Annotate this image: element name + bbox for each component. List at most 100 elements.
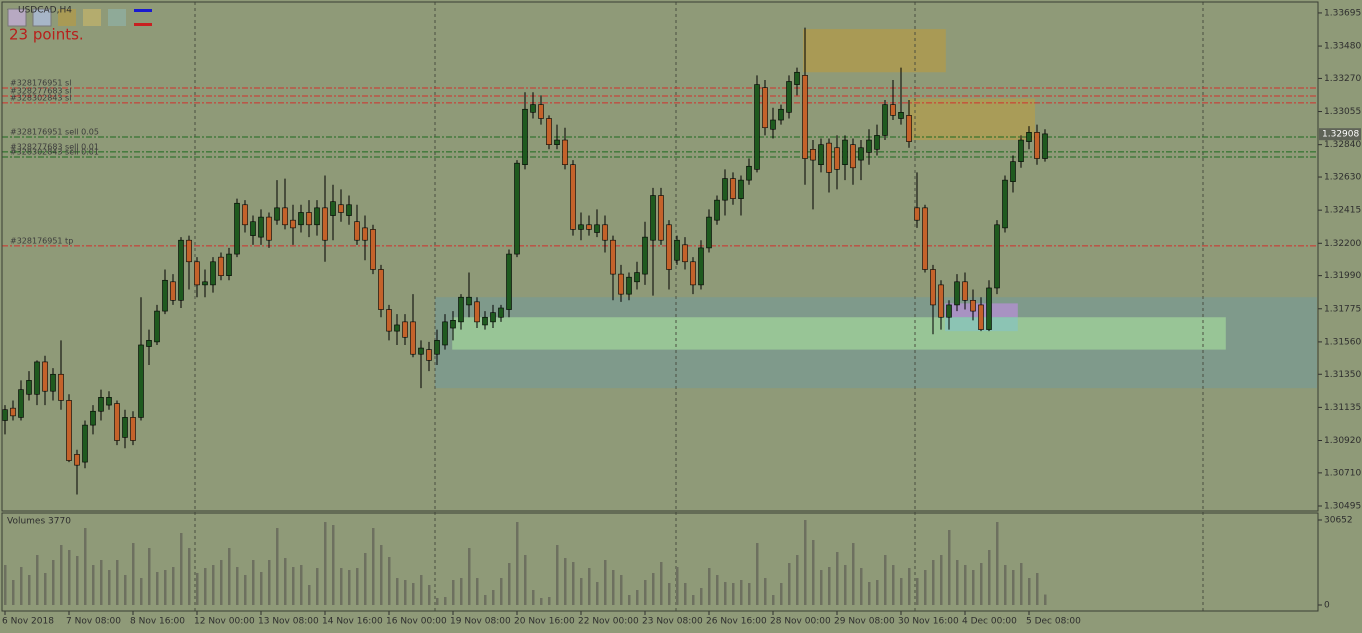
- candle-body: [394, 324, 400, 332]
- volume-bar: [964, 565, 967, 605]
- y-tick-label: 1.30920: [1324, 436, 1361, 446]
- candle-body: [322, 207, 328, 241]
- candle-body: [218, 256, 224, 276]
- candle-body: [490, 312, 496, 323]
- x-tick-label: 13 Nov 08:00: [258, 617, 319, 627]
- volume-bar: [36, 555, 39, 605]
- x-tick-label: 22 Nov 00:00: [578, 617, 639, 627]
- candle-body: [650, 195, 656, 241]
- candle-body: [738, 179, 744, 199]
- volume-bar: [932, 560, 935, 605]
- volume-bar: [676, 567, 679, 605]
- volume-bar: [228, 548, 231, 605]
- volume-bar: [164, 570, 167, 605]
- y-tick-label: 1.31350: [1324, 370, 1361, 380]
- x-tick-label: 4 Dec 00:00: [962, 617, 1017, 627]
- axes: 1.33695 1.33480 1.33270 1.33055 1.32840 1.326…: [2, 8, 1361, 626]
- y-tick-label: 1.31775: [1324, 304, 1361, 314]
- volume-bar: [1044, 594, 1047, 605]
- volume-tick-label: 30652: [1324, 516, 1353, 526]
- volume-bar: [716, 575, 719, 605]
- candle-body: [426, 349, 432, 361]
- volume-bar: [380, 545, 383, 605]
- symbol-label: USDCAD,H4: [18, 6, 72, 16]
- candle-body: [658, 195, 664, 241]
- candle-body: [946, 304, 952, 318]
- volume-bar: [612, 570, 615, 605]
- volume-bar: [700, 588, 703, 605]
- candle-body: [1042, 133, 1048, 159]
- y-tick-label: 1.30710: [1324, 468, 1361, 478]
- candle-body: [202, 281, 208, 286]
- candle-body: [354, 221, 360, 241]
- candle-body: [370, 229, 376, 270]
- candle-body: [138, 344, 144, 418]
- candle-body: [602, 224, 608, 241]
- toolbar-icons: [7, 8, 152, 27]
- x-tick-label: 7 Nov 08:00: [66, 617, 121, 627]
- icon: [83, 9, 101, 26]
- candle-body: [1002, 179, 1008, 229]
- volume-bar: [1036, 573, 1039, 605]
- volume-bar: [540, 598, 543, 605]
- candle-body: [50, 373, 56, 392]
- candle-body: [362, 227, 368, 241]
- candle-body: [450, 320, 456, 329]
- candle-body: [346, 204, 352, 216]
- y-tick-label: 1.32415: [1324, 206, 1361, 216]
- order-lines: #328176951 sl#328277683 sl#328302843 sl #…: [2, 78, 1318, 247]
- candle-body: [266, 216, 272, 241]
- candle-body: [762, 87, 768, 129]
- candle-body: [690, 261, 696, 286]
- candle-body: [962, 281, 968, 301]
- candle-body: [154, 310, 160, 343]
- volume-bar: [108, 570, 111, 605]
- candle-body: [2, 409, 8, 421]
- volume-bar: [388, 557, 391, 605]
- current-price-box: [1319, 128, 1361, 141]
- candle-body: [210, 261, 216, 286]
- candle-body: [234, 202, 240, 255]
- candle-body: [122, 417, 128, 438]
- volume-bar: [220, 560, 223, 605]
- volume-bar: [460, 578, 463, 605]
- volume-bar: [892, 565, 895, 605]
- volume-bar: [468, 548, 471, 605]
- volume-bar: [236, 567, 239, 605]
- candle-body: [546, 118, 552, 145]
- y-tick-label: 1.31990: [1324, 271, 1361, 281]
- volume-bar: [572, 562, 575, 605]
- candle-body: [562, 139, 568, 166]
- zone: [452, 317, 1226, 350]
- volume-bar: [324, 522, 327, 605]
- annotation: 23 points.: [9, 26, 84, 44]
- volume-bar: [140, 578, 143, 605]
- candle-body: [714, 199, 720, 221]
- volume-bar: [396, 578, 399, 605]
- candles: [2, 27, 1048, 495]
- volume-bar: [748, 583, 751, 605]
- y-tick-label: 1.31135: [1324, 403, 1361, 413]
- volume-bar: [492, 590, 495, 605]
- volume-bar: [908, 568, 911, 605]
- order-label: #328176951 tp: [10, 236, 73, 245]
- candle-body: [98, 397, 104, 412]
- order-label: #328302843 sell 0.01: [10, 148, 99, 157]
- volume-bar: [780, 583, 783, 605]
- volume-bar: [60, 545, 63, 605]
- order-label: #328176951 sell 0.05: [10, 127, 99, 136]
- volume-bar: [804, 520, 807, 605]
- volume-bar: [1004, 565, 1007, 605]
- candle-body: [994, 224, 1000, 289]
- volume-bar: [308, 585, 311, 605]
- main-frame: [1, 1, 1319, 512]
- candle-body: [890, 104, 896, 116]
- x-tick-label: 12 Nov 00:00: [194, 617, 255, 627]
- y-tick-label: 1.33480: [1324, 42, 1361, 52]
- candle-body: [770, 119, 776, 130]
- volume-bar: [564, 558, 567, 605]
- volume-bar: [740, 580, 743, 605]
- candle-body: [26, 380, 32, 395]
- y-tick-label: 1.32840: [1324, 140, 1361, 150]
- volume-bar: [284, 558, 287, 605]
